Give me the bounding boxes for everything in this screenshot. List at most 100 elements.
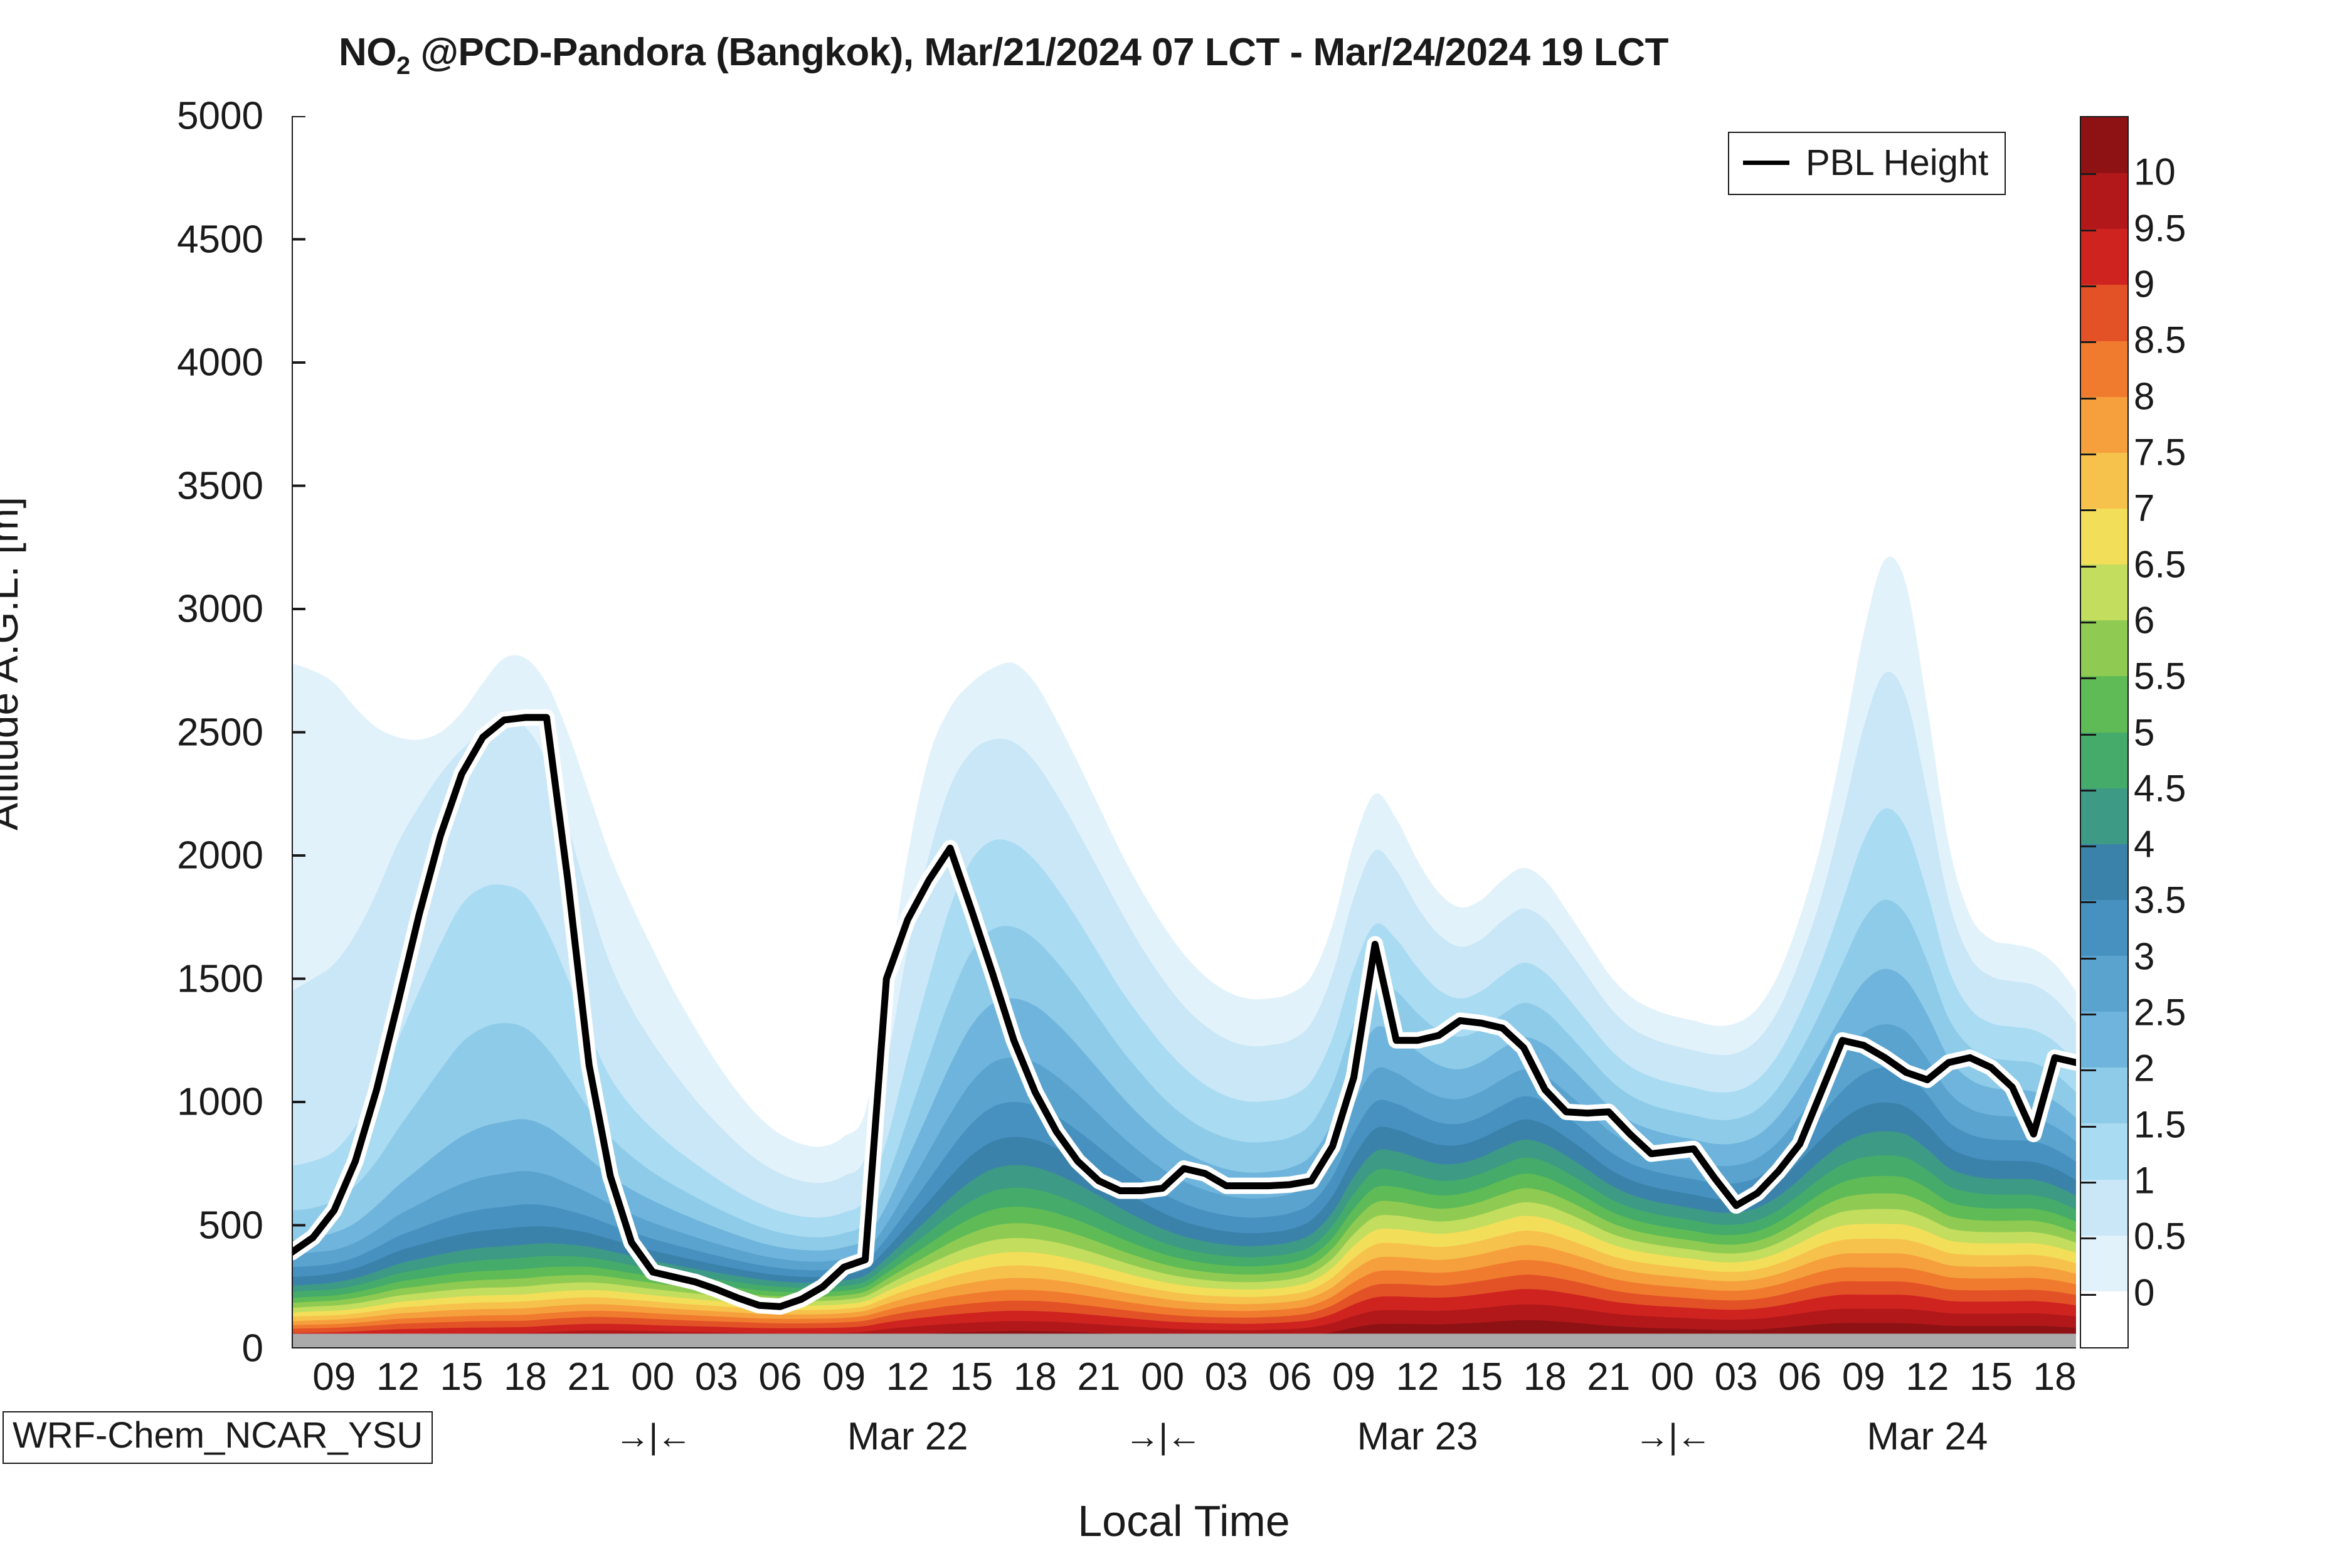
y-tick-3000: 3000: [177, 587, 263, 631]
colorbar-band-16: [2081, 396, 2127, 453]
x-tick-18: 15: [1459, 1355, 1503, 1399]
colorbar-tick-1.5: 1.5: [2134, 1103, 2186, 1146]
x-tick-22: 03: [1714, 1355, 1758, 1399]
colorbar-band-6: [2081, 956, 2127, 1012]
x-tick-25: 12: [1905, 1355, 1949, 1399]
surface-band: [292, 1333, 2076, 1348]
colorbar-tickmark-11: [2081, 677, 2096, 680]
colorbar-band-20: [2081, 173, 2127, 230]
colorbar-tickmark-20: [2081, 173, 2096, 176]
x-tick-4: 21: [567, 1355, 611, 1399]
contour-plot: [292, 116, 2076, 1348]
colorbar-tickmark-16: [2081, 397, 2096, 400]
y-tick-0: 0: [241, 1327, 263, 1370]
x-tick-3: 18: [504, 1355, 548, 1399]
y-tick-4500: 4500: [177, 218, 263, 261]
day-separator-0: →|←: [615, 1416, 692, 1456]
colorbar-tickmark-8: [2081, 845, 2096, 848]
y-tick-3500: 3500: [177, 464, 263, 507]
colorbar-band-11: [2081, 676, 2127, 733]
x-tick-27: 18: [2033, 1355, 2077, 1399]
colorbar-band-14: [2081, 508, 2127, 565]
legend-label-pbl-height: PBL Height: [1806, 142, 1989, 183]
x-tick-17: 12: [1396, 1355, 1439, 1399]
x-axis-day-labels: Mar 22 Mar 23 Mar 24 →|← →|← →|←: [292, 1414, 2076, 1477]
colorbar-tickmark-7: [2081, 901, 2096, 904]
colorbar-ticks: 0 0.5 1 1.5 2 2.5 3 3.5 4 4.5 5 5.5 6 6.5 7 7.5 8 8.5 9 9.5…: [2134, 116, 2240, 1348]
colorbar-band-12: [2081, 620, 2127, 677]
x-tick-14: 03: [1204, 1355, 1248, 1399]
colorbar-tick-2.5: 2.5: [2134, 991, 2186, 1034]
colorbar-tick-5: 5: [2134, 711, 2155, 753]
x-tick-23: 06: [1778, 1355, 1822, 1399]
pbl-height-line-swatch: [1743, 161, 1789, 165]
x-tick-0: 09: [312, 1355, 356, 1399]
y-tick-1500: 1500: [177, 957, 263, 1000]
colorbar-tickmark-0: [2081, 1293, 2096, 1296]
x-tick-26: 15: [1969, 1355, 2013, 1399]
colorbar-band-15: [2081, 452, 2127, 509]
colorbar-tick-4: 4: [2134, 823, 2155, 866]
colorbar-tick-7: 7: [2134, 487, 2155, 529]
colorbar-band-2: [2081, 1179, 2127, 1236]
colorbar-tickmark-15: [2081, 453, 2096, 455]
x-tick-10: 15: [950, 1355, 993, 1399]
colorbar-tickmark-1: [2081, 1237, 2096, 1240]
colorbar-tick-0: 0: [2134, 1271, 2155, 1314]
x-tick-16: 09: [1332, 1355, 1375, 1399]
colorbar-tickmark-13: [2081, 565, 2096, 568]
colorbar-tick-5.5: 5.5: [2134, 655, 2186, 697]
colorbar-tickmark-19: [2081, 229, 2096, 231]
x-axis-title: Local Time: [1078, 1496, 1290, 1545]
colorbar: [2080, 116, 2129, 1348]
y-tick-1000: 1000: [177, 1080, 263, 1124]
legend: PBL Height: [1728, 132, 2006, 195]
colorbar-tick-8: 8: [2134, 375, 2155, 418]
colorbar-tick-8.5: 8.5: [2134, 319, 2186, 361]
title-species: NO: [339, 31, 397, 74]
colorbar-tick-10: 10: [2134, 151, 2176, 193]
colorbar-band-7: [2081, 899, 2127, 956]
colorbar-tick-6: 6: [2134, 599, 2155, 642]
day-separator-2: →|←: [1634, 1416, 1712, 1456]
x-tick-5: 00: [631, 1355, 675, 1399]
x-tick-11: 18: [1013, 1355, 1057, 1399]
x-axis-ticks: 09 12 15 18 21 00 03 06 09 12 15 18 21 00 03 06 09 12 15 18…: [292, 1355, 2076, 1411]
colorbar-tick-9.5: 9.5: [2134, 207, 2186, 250]
colorbar-tick-3.5: 3.5: [2134, 879, 2186, 921]
y-tick-4000: 4000: [177, 341, 263, 384]
colorbar-tickmark-17: [2081, 341, 2096, 344]
y-tick-2000: 2000: [177, 834, 263, 877]
pbl-height-line: [292, 714, 2076, 1310]
colorbar-tick-9: 9: [2134, 263, 2155, 305]
day-label-1: Mar 23: [1357, 1415, 1478, 1458]
colorbar-tickmark-9: [2081, 789, 2096, 792]
day-label-2: Mar 24: [1867, 1415, 1988, 1458]
colorbar-band-17: [2081, 341, 2127, 397]
y-tick-500: 500: [198, 1204, 263, 1247]
y-axis-title: Altitude A.G.L. [m]: [0, 497, 26, 830]
colorbar-tickmark-3: [2081, 1125, 2096, 1128]
colorbar-tick-0.5: 0.5: [2134, 1215, 2186, 1258]
colorbar-band-1: [2081, 1235, 2127, 1291]
colorbar-tickmark-12: [2081, 621, 2096, 623]
x-tick-1: 12: [376, 1355, 420, 1399]
x-tick-8: 09: [822, 1355, 866, 1399]
colorbar-tick-1: 1: [2134, 1159, 2155, 1202]
x-tick-12: 21: [1077, 1355, 1121, 1399]
colorbar-tickmark-10: [2081, 733, 2096, 736]
x-tick-19: 18: [1523, 1355, 1567, 1399]
colorbar-band-3: [2081, 1123, 2127, 1180]
x-tick-13: 00: [1141, 1355, 1185, 1399]
colorbar-tickmark-2: [2081, 1182, 2096, 1184]
colorbar-tick-2: 2: [2134, 1047, 2155, 1089]
y-tick-5000: 5000: [177, 94, 263, 138]
x-tick-6: 03: [694, 1355, 738, 1399]
page-title: NO2 @PCD-Pandora (Bangkok), Mar/21/2024 …: [0, 30, 2007, 80]
colorbar-band-9: [2081, 788, 2127, 844]
x-tick-9: 12: [886, 1355, 930, 1399]
colorbar-tick-3: 3: [2134, 935, 2155, 978]
colorbar-tickmark-14: [2081, 509, 2096, 512]
y-axis-ticks: 0 500 1000 1500 2000 2500 3000 3500 4000 4500 5000: [0, 95, 263, 1370]
colorbar-tick-6.5: 6.5: [2134, 543, 2186, 586]
